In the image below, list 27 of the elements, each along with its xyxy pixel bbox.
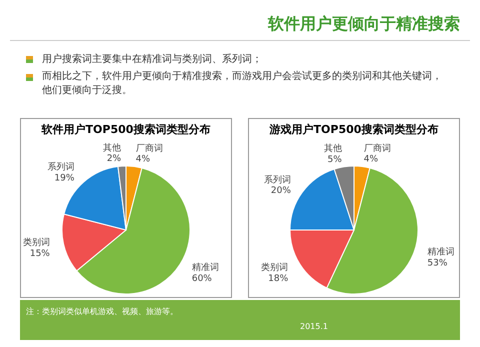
- data-label: 15%: [30, 249, 50, 260]
- data-label: 18%: [268, 274, 289, 284]
- slice-label: 厂商词: [364, 142, 391, 154]
- text: 软件用户更倾向于精准搜索: [268, 14, 460, 35]
- chart-title: 软件用户TOP500搜索词类型分布: [40, 122, 212, 137]
- data-label: 5%: [328, 154, 342, 165]
- slice-label: 精准词: [427, 246, 454, 258]
- slice-label: 厂商词: [136, 142, 163, 154]
- chart-title: 游戏用户TOP500搜索词类型分布: [268, 122, 440, 137]
- slice-label: 其他: [324, 143, 342, 154]
- data-label: 4%: [136, 154, 150, 165]
- slice-label: 精准词: [192, 262, 219, 273]
- data-label: 2%: [106, 154, 122, 164]
- text: 2015.1: [300, 322, 328, 331]
- slice-label: 其他: [103, 142, 122, 154]
- slice-label: 系列词: [264, 174, 291, 186]
- slice-label: 系列词: [47, 162, 74, 173]
- data-label: 19%: [54, 173, 75, 184]
- text: 注：类别词类似单机游戏、视频、旅游等。: [26, 306, 179, 317]
- text: 而相比之下，软件用户更倾向于精准搜索，而游戏用户会尝试更多的类别词和其他关键词，他们更倾向于泛搜。: [42, 70, 442, 98]
- text: 用户搜索词主要集中在精准词与类别词、系列词；: [42, 52, 262, 66]
- slice-label: 类别词: [261, 262, 288, 273]
- data-label: 60%: [192, 274, 212, 284]
- data-label: 4%: [364, 154, 378, 165]
- slice-label: 类别词: [22, 237, 50, 248]
- data-label: 20%: [270, 186, 292, 196]
- data-label: 53%: [427, 258, 448, 268]
